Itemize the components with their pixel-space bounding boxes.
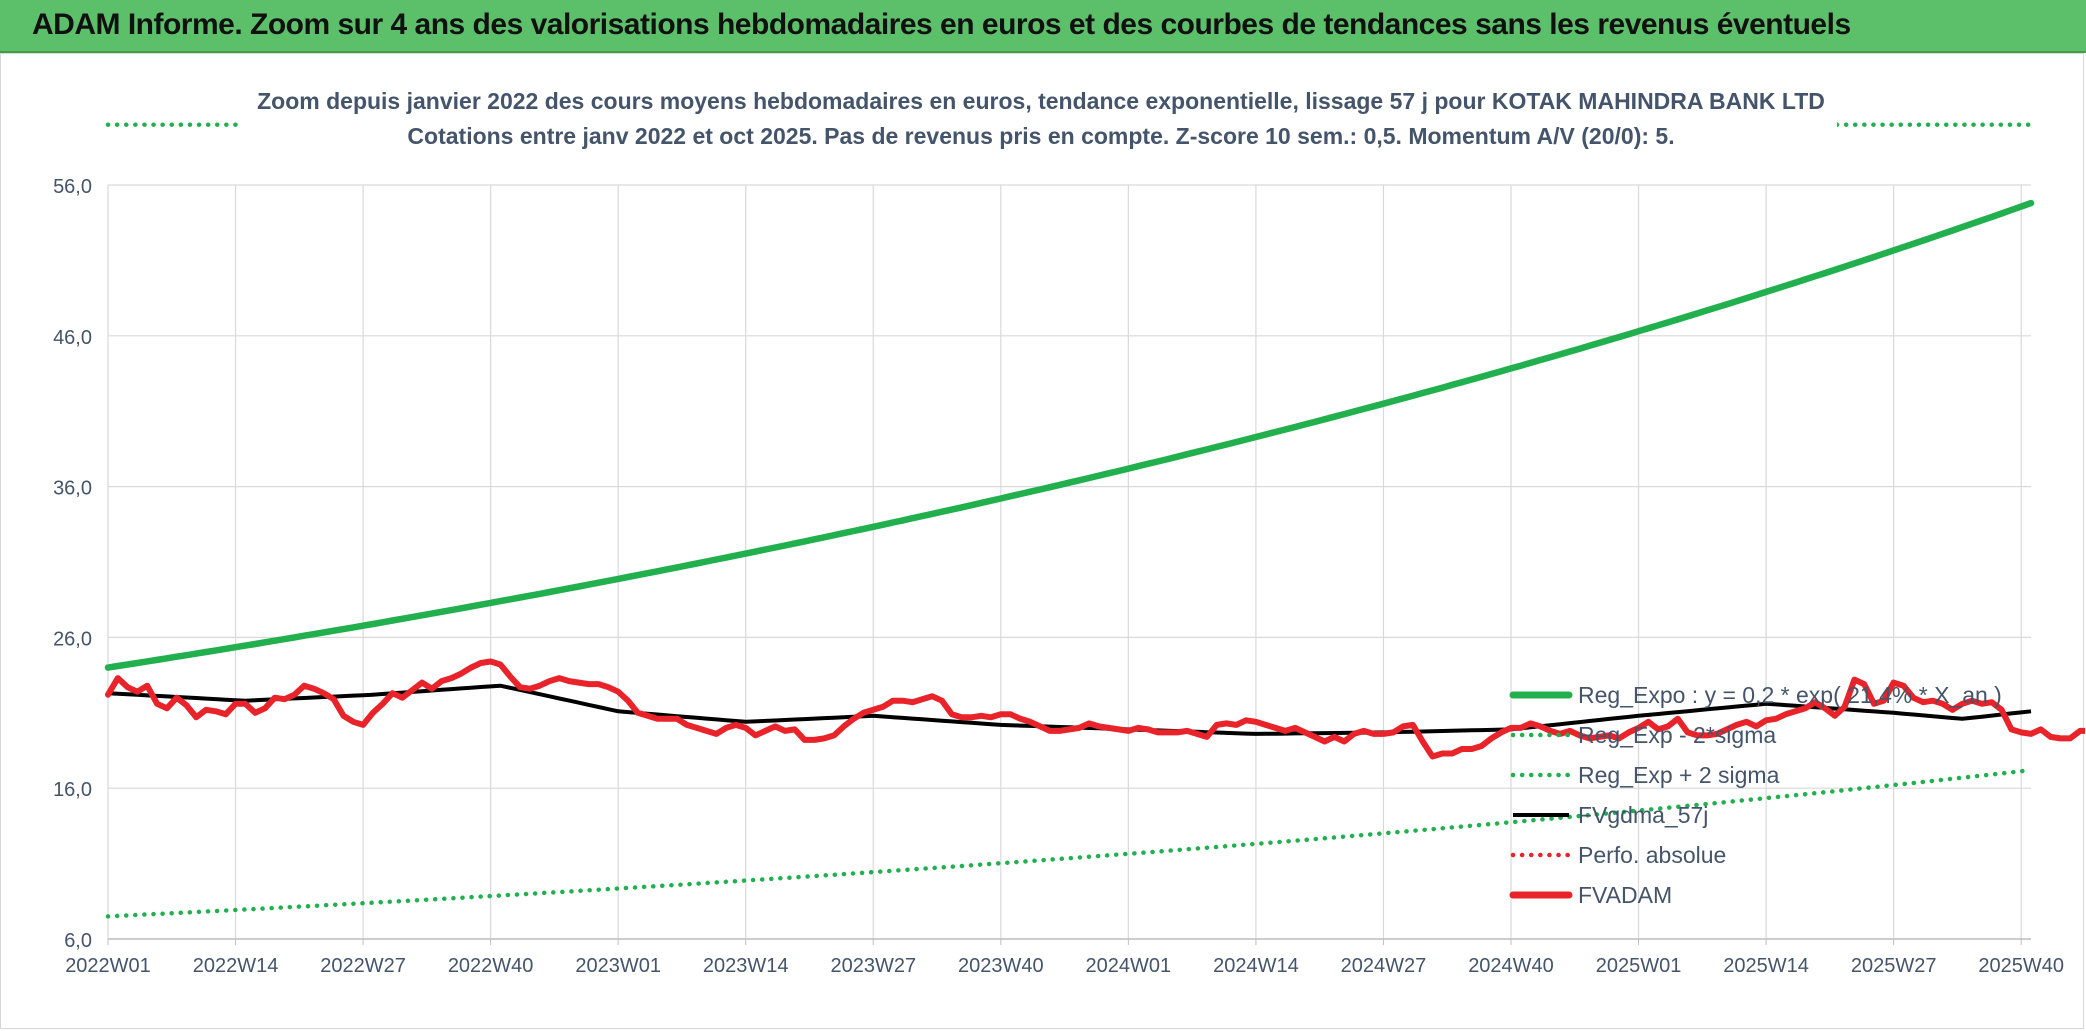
- series-line-0: [104, 199, 2035, 671]
- grid-lines: [107, 184, 2031, 945]
- series-layer: [104, 122, 2085, 919]
- x-tick-label: 2023W27: [830, 955, 916, 977]
- legend-label-0: Reg_Expo : y = 0,2 * exp( 21,4% * X_an ): [1578, 682, 2002, 708]
- y-tick-label: 46,0: [53, 327, 92, 349]
- legend: Reg_Expo : y = 0,2 * exp( 21,4% * X_an )…: [1509, 682, 2002, 908]
- title-backdrop: [239, 76, 1837, 162]
- x-tick-label: 2023W14: [703, 955, 789, 977]
- x-tick-label: 2025W27: [1851, 955, 1937, 977]
- legend-label-2: Reg_Exp + 2 sigma: [1578, 762, 1780, 788]
- x-tick-label: 2024W40: [1468, 955, 1554, 977]
- x-tick-label: 2022W01: [65, 955, 151, 977]
- series-line-2: [105, 767, 2034, 919]
- chart-title: Zoom depuis janvier 2022 des cours moyen…: [257, 88, 1825, 114]
- legend-label-4: Perfo. absolue: [1578, 842, 1726, 868]
- y-tick-label: 6,0: [64, 930, 92, 952]
- x-tick-label: 2025W14: [1723, 955, 1809, 977]
- x-tick-label: 2025W01: [1596, 955, 1682, 977]
- axis-labels: 56,0 46,0 36,0 26,0 16,0 6,0 2022W01 2022W14 202…: [53, 176, 2064, 977]
- x-tick-label: 2024W01: [1086, 955, 1172, 977]
- legend-label-5: FVADAM: [1578, 882, 1672, 908]
- chart-frame: 56,0 46,0 36,0 26,0 16,0 6,0 2022W01 2022W14 202…: [0, 53, 2085, 1029]
- x-tick-label: 2023W01: [575, 955, 661, 977]
- x-tick-label: 2022W27: [320, 955, 406, 977]
- line-chart: 56,0 46,0 36,0 26,0 16,0 6,0 2022W01 2022W14 202…: [53, 76, 2085, 977]
- x-tick-label: 2025W40: [1978, 955, 2064, 977]
- y-tick-label: 56,0: [53, 176, 92, 198]
- x-tick-label: 2024W27: [1341, 955, 1427, 977]
- title-banner: ADAM Informe. Zoom sur 4 ans des valoris…: [0, 0, 2086, 53]
- legend-label-1: Reg_Exp - 2*sigma: [1578, 722, 1776, 748]
- legend-label-3: FVgdma_57j: [1578, 802, 1708, 828]
- x-tick-label: 2024W14: [1213, 955, 1299, 977]
- x-tick-label: 2022W14: [193, 955, 279, 977]
- x-tick-label: 2023W40: [958, 955, 1044, 977]
- y-tick-label: 36,0: [53, 478, 92, 500]
- y-tick-label: 26,0: [53, 628, 92, 650]
- page-title: ADAM Informe. Zoom sur 4 ans des valoris…: [32, 8, 1851, 41]
- x-tick-label: 2022W40: [448, 955, 534, 977]
- series-line-5: [105, 658, 2085, 760]
- chart-subtitle: Cotations entre janv 2022 et oct 2025. P…: [407, 123, 1674, 149]
- y-tick-label: 16,0: [53, 779, 92, 801]
